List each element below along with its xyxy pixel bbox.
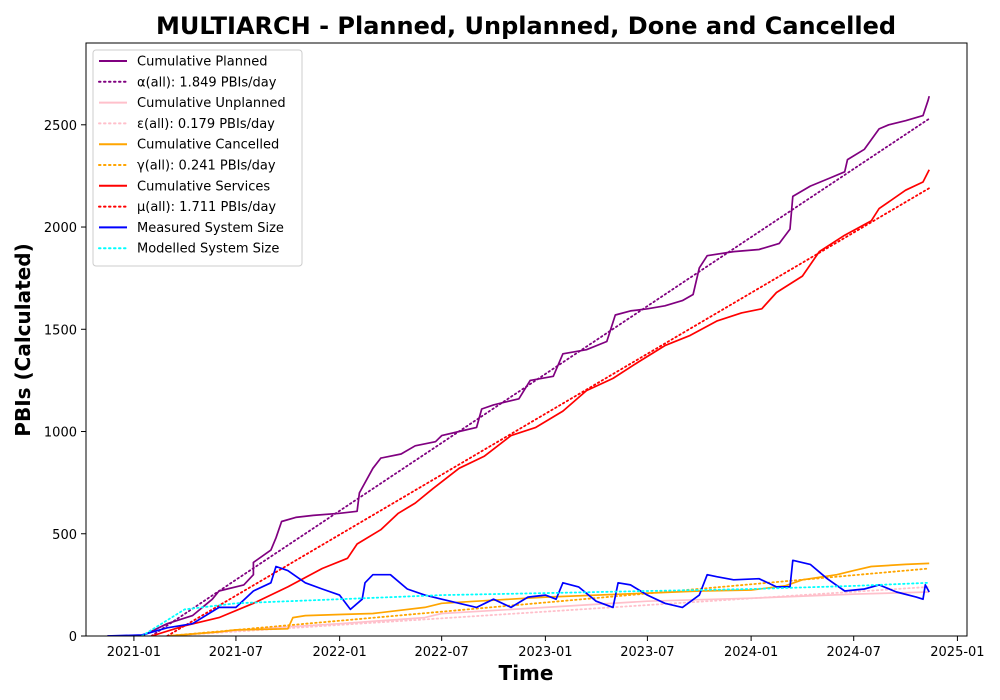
legend-label-cumulative-cancelled: Cumulative Cancelled bbox=[137, 138, 279, 153]
legend-label-cumulative-planned: Cumulative Planned bbox=[137, 55, 267, 70]
y-tick-label: 1000 bbox=[44, 426, 77, 441]
chart-title: MULTIARCH - Planned, Unplanned, Done and… bbox=[156, 12, 896, 40]
legend-label-modelled-system-size: Modelled System Size bbox=[137, 242, 279, 257]
legend: Cumulative Planned α(all): 1.849 PBIs/day… bbox=[93, 50, 302, 266]
y-tick-label: 2500 bbox=[44, 119, 77, 134]
series-line-cumulative-cancelled bbox=[167, 563, 929, 636]
legend-label-cumulative-services: Cumulative Services bbox=[137, 179, 270, 194]
x-tick-label: 2024-07 bbox=[827, 645, 881, 660]
x-tick-label: 2025-01 bbox=[930, 645, 984, 660]
legend-label-all-0-241-pbis-day: γ(all): 0.241 PBIs/day bbox=[137, 159, 276, 174]
x-tick-label: 2023-01 bbox=[518, 645, 572, 660]
series-line-all-0-241-pbis-day bbox=[167, 569, 929, 637]
x-tick-label: 2024-01 bbox=[724, 645, 778, 660]
y-tick-label: 0 bbox=[69, 630, 77, 645]
x-axis: 2021-01 2021-07 2022-01 2022-07 2023-01 2023-… bbox=[107, 636, 985, 660]
legend-label-all-1-711-pbis-day: μ(all): 1.711 PBIs/day bbox=[137, 200, 276, 215]
legend-label-all-1-849-pbis-day: α(all): 1.849 PBIs/day bbox=[137, 75, 277, 90]
y-axis: 0 500 1000 1500 2000 2500 bbox=[44, 119, 86, 645]
y-tick-label: 500 bbox=[52, 528, 77, 543]
y-tick-label: 1500 bbox=[44, 323, 77, 338]
x-tick-label: 2021-01 bbox=[107, 645, 161, 660]
y-axis-label: PBIs (Calculated) bbox=[11, 243, 35, 436]
x-tick-label: 2023-07 bbox=[620, 645, 674, 660]
legend-label-cumulative-unplanned: Cumulative Unplanned bbox=[137, 96, 286, 111]
x-tick-label: 2021-07 bbox=[209, 645, 263, 660]
x-axis-label: Time bbox=[499, 661, 554, 685]
x-tick-label: 2022-07 bbox=[415, 645, 469, 660]
x-tick-label: 2022-01 bbox=[312, 645, 366, 660]
legend-label-all-0-179-pbis-day: ε(all): 0.179 PBIs/day bbox=[137, 117, 275, 132]
legend-label-measured-system-size: Measured System Size bbox=[137, 221, 284, 236]
y-tick-label: 2000 bbox=[44, 221, 77, 236]
